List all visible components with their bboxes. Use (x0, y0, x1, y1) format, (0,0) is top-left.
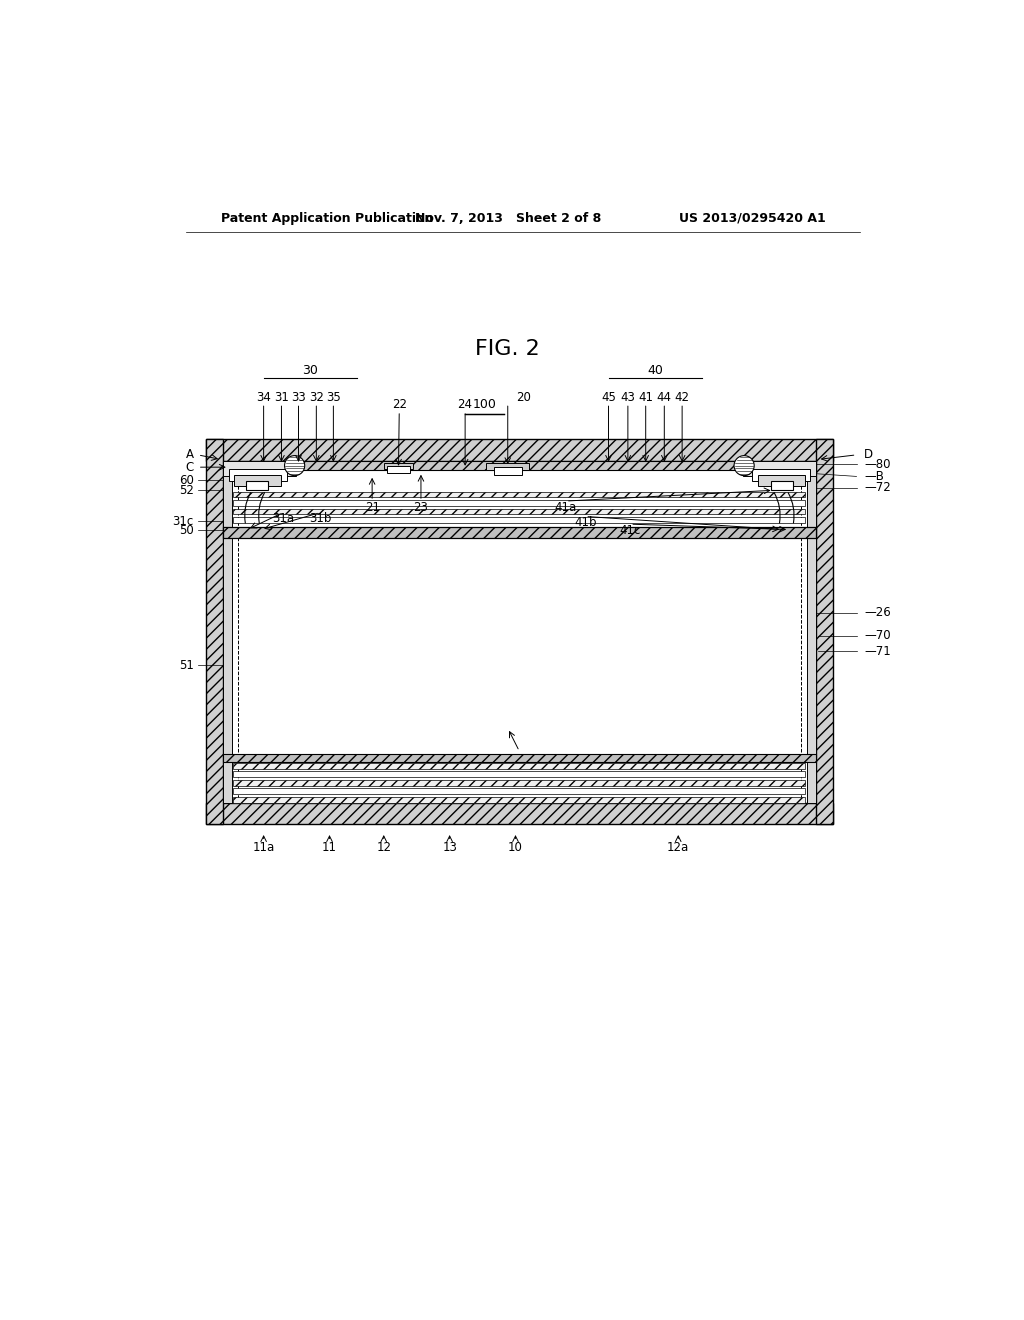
Bar (233, 517, 805, 523)
Text: 30: 30 (302, 363, 318, 376)
Text: C: C (185, 461, 194, 474)
Text: —80: —80 (864, 458, 891, 471)
Bar (233, 771, 805, 777)
Text: 11a: 11a (253, 841, 274, 854)
Bar (222, 461, 231, 803)
Bar (206, 440, 222, 825)
Circle shape (285, 455, 305, 475)
Text: 33: 33 (291, 391, 306, 404)
Bar (222, 461, 816, 803)
Text: 60: 60 (179, 474, 194, 487)
Text: 12a: 12a (667, 841, 689, 854)
Text: 34: 34 (256, 391, 271, 404)
Bar (222, 461, 296, 477)
Text: Nov. 7, 2013   Sheet 2 of 8: Nov. 7, 2013 Sheet 2 of 8 (415, 213, 601, 224)
Text: 40: 40 (647, 363, 663, 376)
Bar (233, 788, 805, 795)
Text: 44: 44 (656, 391, 672, 404)
Text: 23: 23 (414, 500, 428, 513)
Bar (233, 492, 805, 498)
Text: —70: —70 (864, 630, 891, 643)
Bar (222, 527, 816, 539)
Text: —72: —72 (864, 482, 891, 495)
Bar (206, 440, 834, 461)
Text: 50: 50 (179, 524, 194, 537)
Text: 51: 51 (179, 659, 194, 672)
Bar (234, 475, 281, 486)
Bar (222, 755, 816, 762)
Text: 24: 24 (458, 399, 473, 412)
Text: —26: —26 (864, 606, 891, 619)
Bar (206, 803, 834, 825)
Bar (233, 780, 805, 785)
Bar (384, 462, 414, 469)
Text: Patent Application Publication: Patent Application Publication (221, 213, 433, 224)
Text: 42: 42 (675, 391, 689, 404)
Text: —71: —71 (864, 644, 891, 657)
Text: 31c: 31c (173, 515, 194, 528)
Bar (222, 461, 816, 470)
Bar (752, 469, 810, 480)
Text: 31: 31 (274, 391, 289, 404)
Text: 43: 43 (621, 391, 635, 404)
Bar (771, 480, 793, 490)
Text: 22: 22 (392, 399, 407, 412)
Text: 10: 10 (508, 841, 523, 854)
Bar (486, 462, 529, 470)
Bar (807, 461, 816, 803)
Text: 12: 12 (376, 841, 391, 854)
Text: 41c: 41c (620, 524, 641, 537)
Text: 45: 45 (601, 391, 616, 404)
Text: A: A (186, 449, 194, 462)
Bar (233, 500, 805, 506)
Text: 41b: 41b (574, 516, 597, 529)
Bar (816, 440, 834, 825)
Bar (246, 480, 267, 490)
Bar (387, 466, 410, 474)
Text: 41: 41 (638, 391, 653, 404)
Text: D: D (864, 449, 873, 462)
Bar (742, 461, 816, 477)
Text: 11: 11 (322, 841, 337, 854)
Bar (758, 475, 805, 486)
Text: 100: 100 (472, 399, 497, 412)
Bar (494, 467, 521, 475)
Bar (228, 469, 287, 480)
Text: 31a: 31a (272, 512, 294, 525)
Bar (233, 763, 805, 770)
Bar (233, 797, 805, 803)
Text: 20: 20 (516, 391, 530, 404)
Text: 35: 35 (326, 391, 341, 404)
Text: 21: 21 (365, 500, 380, 513)
Text: FIG. 2: FIG. 2 (475, 339, 540, 359)
Text: 13: 13 (442, 841, 457, 854)
Text: US 2013/0295420 A1: US 2013/0295420 A1 (679, 213, 825, 224)
Text: 52: 52 (179, 483, 194, 496)
Text: —B: —B (864, 470, 884, 483)
Text: 32: 32 (309, 391, 324, 404)
Bar (233, 508, 805, 513)
Circle shape (734, 455, 755, 475)
Text: 31b: 31b (309, 512, 332, 525)
Text: 41a: 41a (555, 500, 577, 513)
